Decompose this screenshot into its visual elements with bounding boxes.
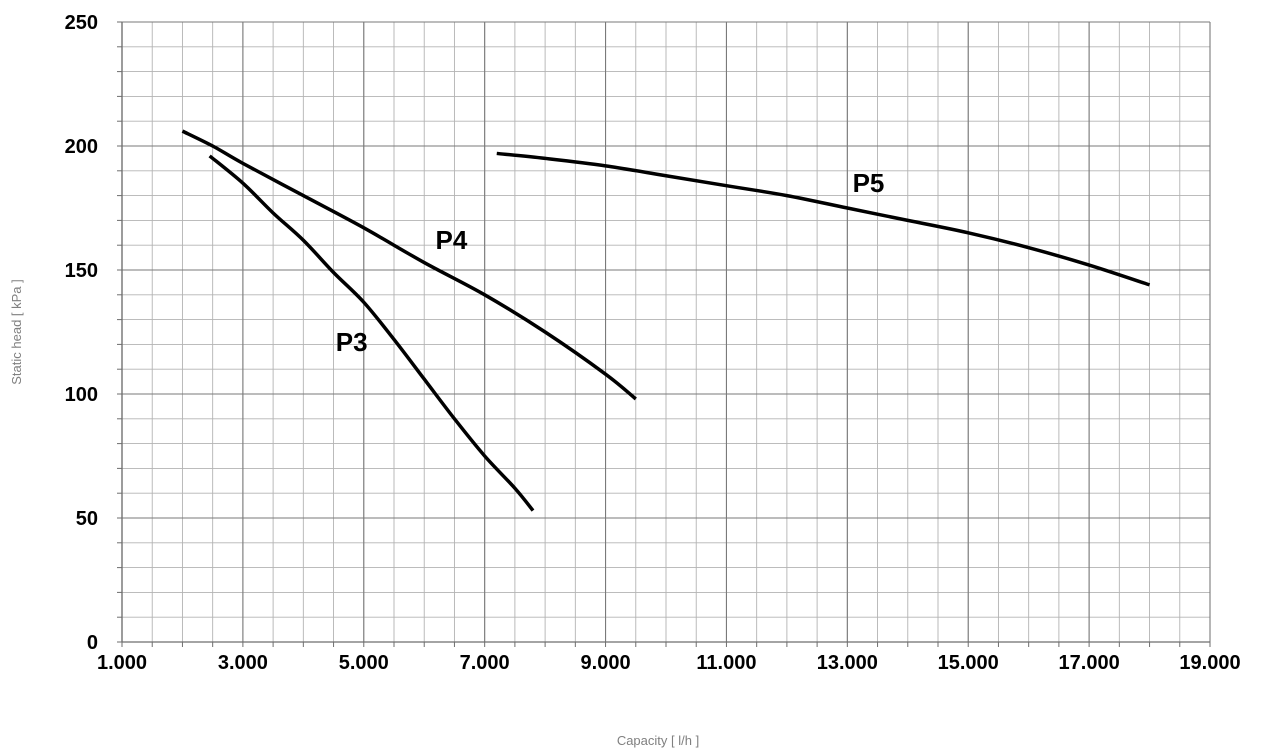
x-tick-label: 5.000	[339, 652, 389, 674]
minor-gridlines	[121, 21, 1211, 643]
major-gridlines	[121, 21, 1211, 643]
x-tick-label: 9.000	[581, 652, 631, 674]
series-labels: P3 P4 P5	[336, 168, 885, 357]
y-tick-label: 50	[76, 508, 98, 530]
x-tick-label: 15.000	[938, 652, 999, 674]
x-axis-tick-labels: 1.000 3.000 5.000 7.000 9.000 11.000 13.000 15.…	[97, 652, 1241, 674]
series-p4-label: P4	[436, 225, 468, 255]
axis-ticks	[117, 21, 1211, 647]
x-tick-label: 1.000	[97, 652, 147, 674]
y-tick-label: 250	[65, 12, 98, 34]
x-tick-label: 17.000	[1059, 652, 1120, 674]
series-p4-line	[181, 129, 637, 401]
y-axis-tick-labels: 0 50 100 150 200 250	[65, 12, 98, 654]
x-tick-label: 3.000	[218, 652, 268, 674]
series-p3-label: P3	[336, 327, 368, 357]
y-tick-label: 0	[87, 632, 98, 654]
y-tick-label: 100	[65, 384, 98, 406]
x-tick-label: 11.000	[696, 652, 756, 674]
series-p5-line	[496, 151, 1151, 287]
series-p5-label: P5	[853, 168, 885, 198]
y-axis-title: Static head [ kPa ]	[9, 279, 24, 385]
series-lines	[181, 129, 1151, 512]
x-axis-title: Capacity [ l/h ]	[617, 733, 699, 748]
series-p3-line	[208, 154, 535, 512]
x-tick-label: 7.000	[460, 652, 510, 674]
y-tick-label: 200	[65, 136, 98, 158]
x-tick-label: 19.000	[1179, 652, 1240, 674]
x-tick-label: 13.000	[817, 652, 878, 674]
y-tick-label: 150	[65, 260, 98, 282]
